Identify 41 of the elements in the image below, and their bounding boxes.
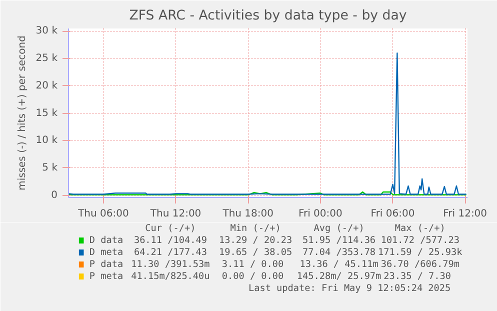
text: 64.21 /177.43 xyxy=(134,247,207,258)
text: 101.72 /577.23 xyxy=(380,235,460,246)
text: Min (-/+) xyxy=(230,223,281,234)
text: 36.70 /606.79m xyxy=(380,259,460,270)
text: 145.28m/ 25.97m xyxy=(296,271,382,282)
y-tick-label: 15 k xyxy=(36,108,58,119)
y-axis-title: misses (-) / hits (+) per second xyxy=(16,36,28,190)
text: 41.15m/825.40u xyxy=(131,271,210,282)
x-tick-label: Fri 06:00 xyxy=(370,208,415,220)
legend-label: P data xyxy=(89,259,124,270)
text: 0.00 / 0.00 xyxy=(222,271,284,282)
text: 13.29 / 20.23 xyxy=(219,235,292,246)
text: 11.30 /391.53m xyxy=(131,259,210,270)
text: 171.59 / 25.93k xyxy=(378,247,463,258)
x-tick-label: Fri 00:00 xyxy=(298,208,342,220)
x-tick-label: Thu 18:00 xyxy=(222,208,274,220)
text: Cur (-/+) xyxy=(145,223,196,234)
text: 13.36 / 45.11m xyxy=(300,259,379,270)
line-series xyxy=(68,52,467,195)
x-tick-label: Thu 06:00 xyxy=(77,208,129,220)
legend-label: P meta xyxy=(89,271,124,282)
text: 19.65 / 38.05 xyxy=(219,247,292,258)
y-tick-label: 5 k xyxy=(42,162,58,174)
legend-label: D meta xyxy=(89,247,124,258)
text: 77.04 /353.78 xyxy=(302,247,376,258)
text: Max (-/+) xyxy=(394,223,446,234)
text: Avg (-/+) xyxy=(314,223,364,234)
text: 3.11 / 0.00 xyxy=(222,259,284,270)
text: 51.95 /114.36 xyxy=(302,235,376,246)
chart-title: ZFS ARC - Activities by data type - by day xyxy=(129,8,407,24)
text: 36.11 /104.49 xyxy=(134,235,207,246)
text: 23.35 / 7.30 xyxy=(384,271,452,282)
y-tick-label: 30 k xyxy=(36,26,58,37)
y-tick-label: 25 k xyxy=(36,53,58,64)
y-tick-label: 20 k xyxy=(36,80,58,92)
legend-label: D data xyxy=(89,235,124,246)
x-tick-label: Thu 12:00 xyxy=(149,208,202,220)
x-tick-label: Fri 12:00 xyxy=(443,208,488,220)
text: Last update: Fri May 9 12:05:24 2025 xyxy=(248,283,451,294)
y-tick-label: 10 k xyxy=(36,135,58,146)
y-tick-label: 0 xyxy=(51,190,58,201)
